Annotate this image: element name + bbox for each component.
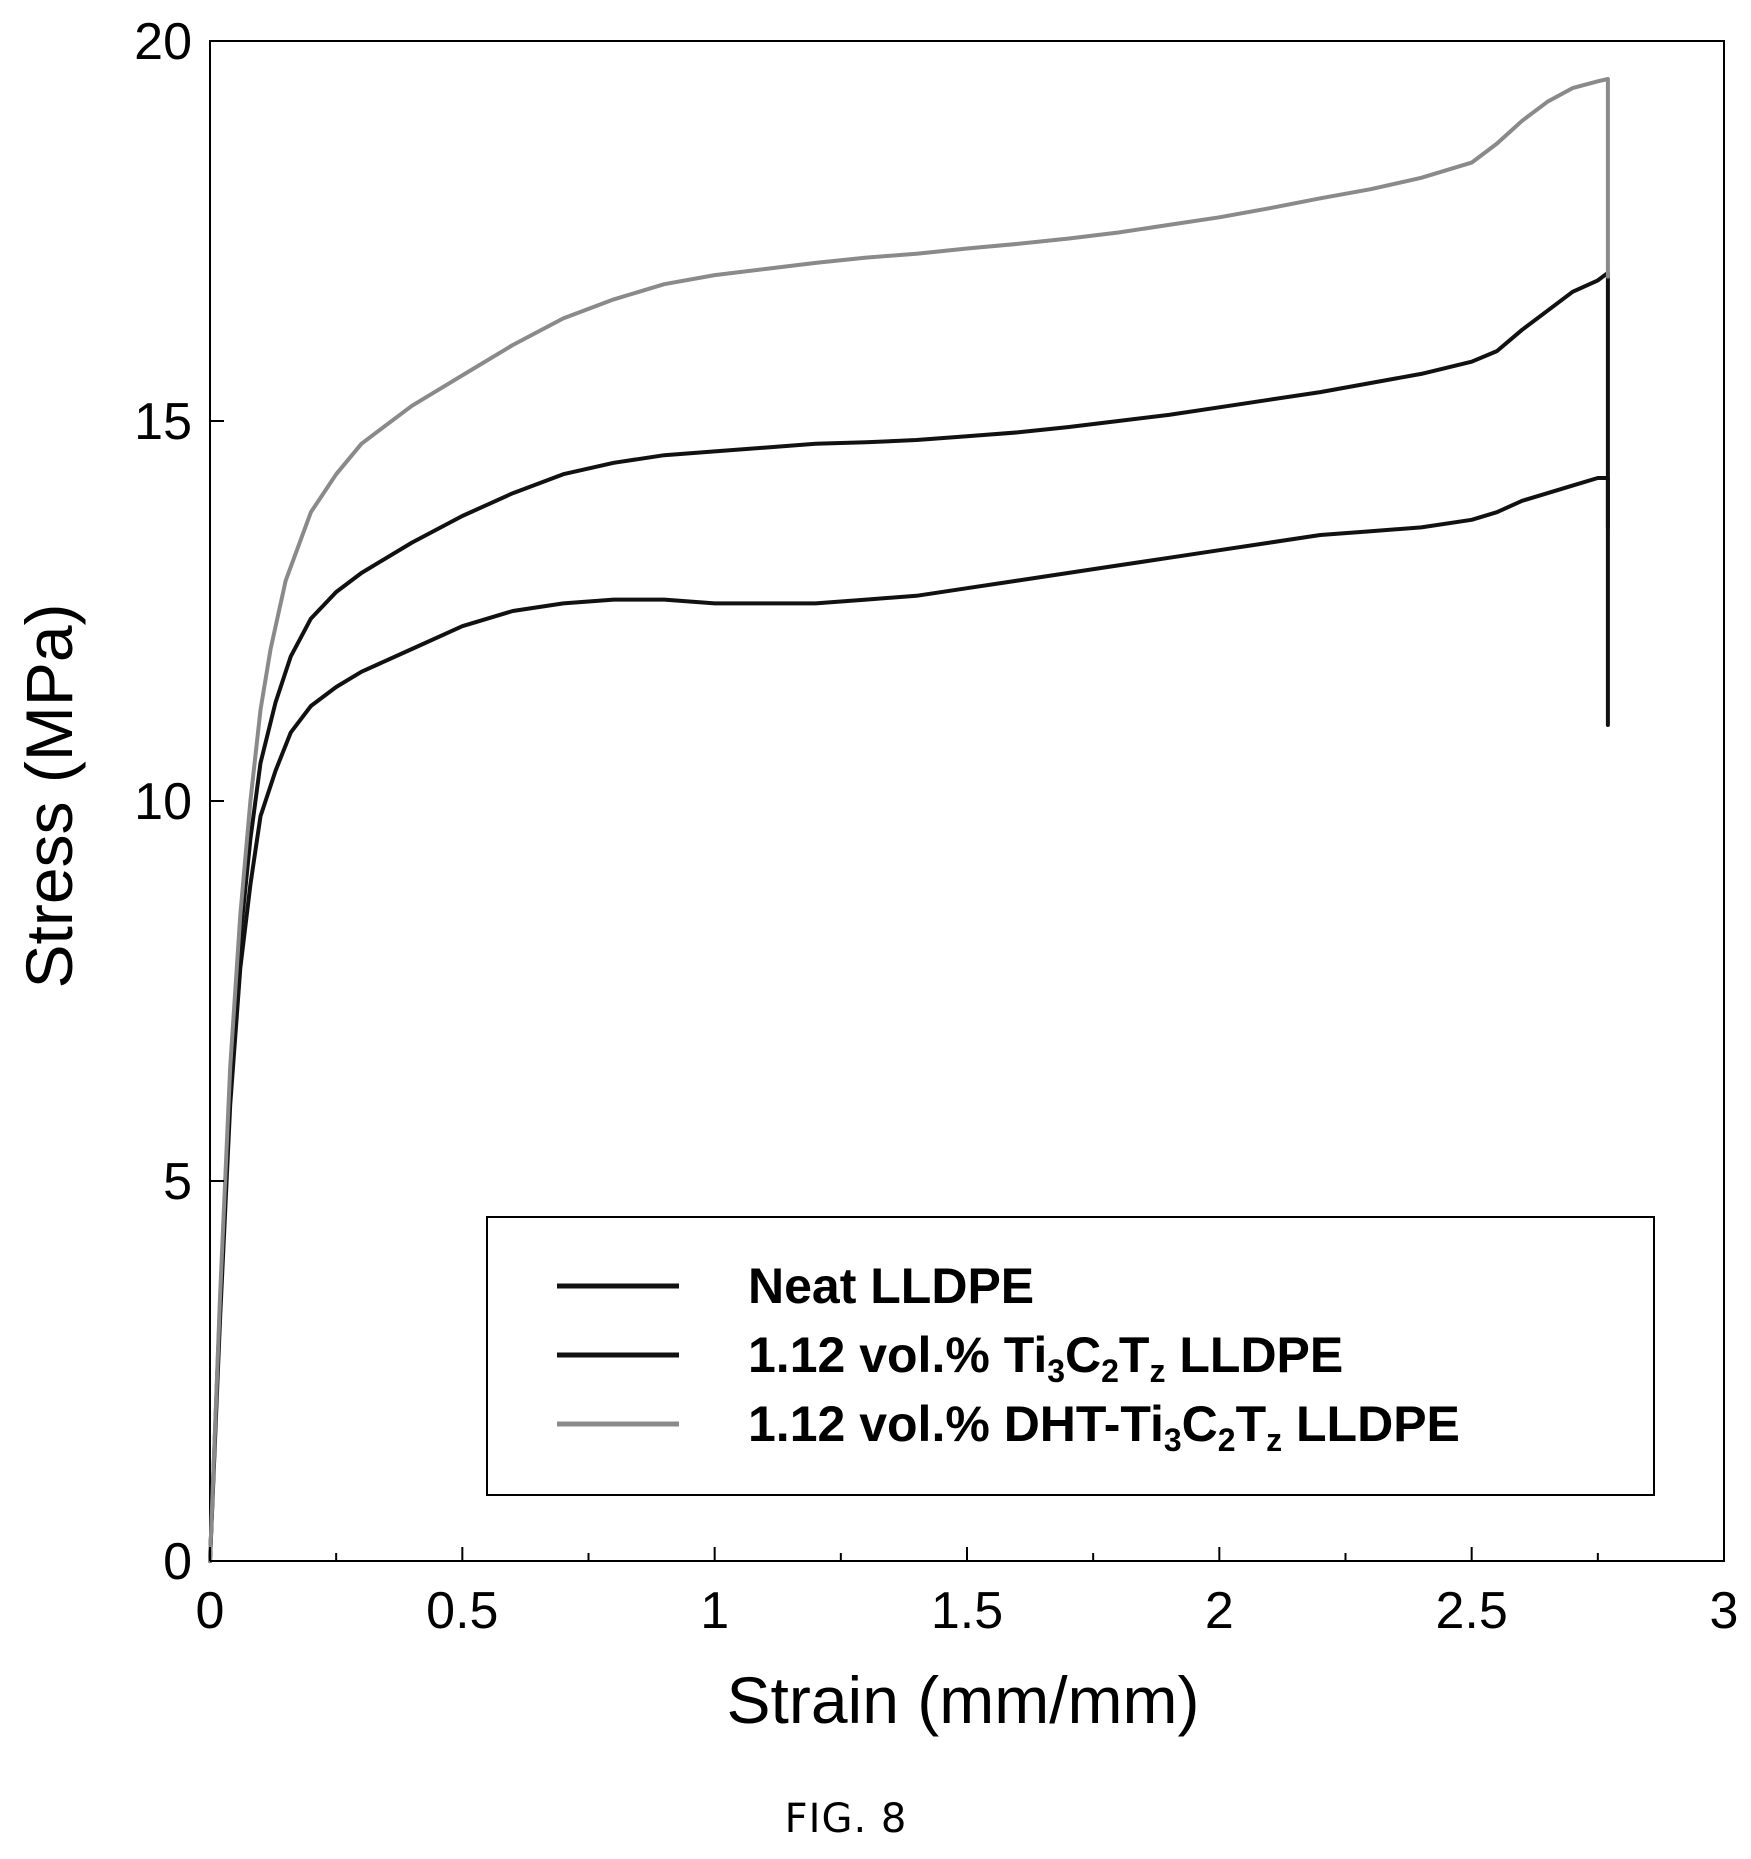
series-line-2 [208, 270, 1610, 1563]
legend-text-part: Neat LLDPE [748, 1258, 1034, 1314]
legend-label-3: 1.12 vol.% DHT-Ti3C2Tz LLDPE [748, 1396, 1460, 1458]
y-tick-label: 20 [134, 13, 192, 71]
series-layer [208, 77, 1610, 1563]
y-axis-title: Stress (MPa) [12, 603, 86, 988]
y-tick-label: 10 [134, 773, 192, 831]
x-tick-label: 3 [1710, 1582, 1739, 1640]
series-line-3 [208, 77, 1610, 1563]
legend-subscript: z [1149, 1353, 1165, 1389]
y-tick-label: 0 [163, 1533, 192, 1591]
legend-subscript: z [1266, 1422, 1282, 1458]
legend-text-part: T [1236, 1396, 1267, 1452]
x-tick-label: 1.5 [931, 1582, 1003, 1640]
legend-text-part: LLDPE [1282, 1396, 1460, 1452]
legend-subscript: 2 [1101, 1353, 1119, 1389]
legend-subscript: 2 [1218, 1422, 1236, 1458]
legend-text-part: LLDPE [1165, 1327, 1343, 1383]
legend-label-2: 1.12 vol.% Ti3C2Tz LLDPE [748, 1327, 1343, 1389]
x-tick-label: 2 [1205, 1582, 1234, 1640]
legend-text-part: C [1182, 1396, 1218, 1452]
legend-text-part: T [1119, 1327, 1150, 1383]
legend-text-part: C [1065, 1327, 1101, 1383]
legend-subscript: 3 [1164, 1422, 1182, 1458]
legend-box [486, 1216, 1655, 1496]
x-tick-label: 0.5 [426, 1582, 498, 1640]
legend-text-part: 1.12 vol.% Ti [748, 1327, 1047, 1383]
y-tick-label: 5 [163, 1153, 192, 1211]
x-tick-label: 0 [196, 1582, 225, 1640]
x-tick-label: 1 [700, 1582, 729, 1640]
y-tick-label: 15 [134, 393, 192, 451]
figure-caption: FIG. 8 [785, 1796, 908, 1842]
legend-text-part: 1.12 vol.% DHT-Ti [748, 1396, 1164, 1452]
series-line-1 [208, 476, 1610, 1563]
ticks-layer: 0 0.5 1 1.5 2 2.5 3 0 5 10 15 20 [134, 13, 1738, 1640]
legend-label-1: Neat LLDPE [748, 1258, 1034, 1314]
legend-subscript: 3 [1047, 1353, 1065, 1389]
x-axis-title: Strain (mm/mm) [727, 1663, 1200, 1737]
x-tick-label: 2.5 [1436, 1582, 1508, 1640]
